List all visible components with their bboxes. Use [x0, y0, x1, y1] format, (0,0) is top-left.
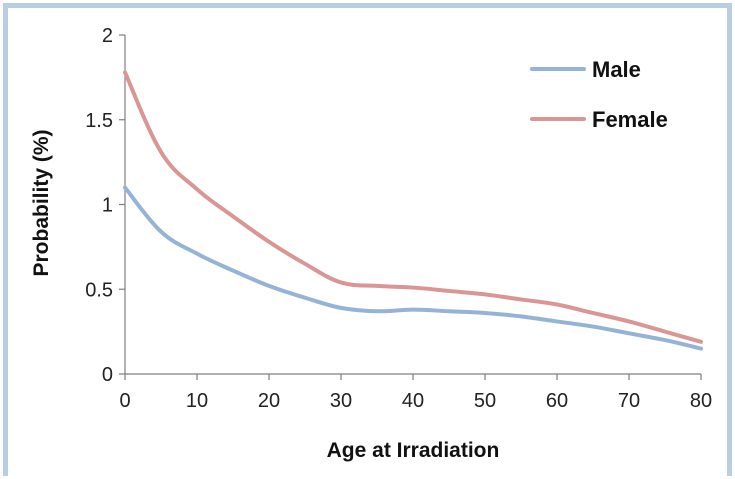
y-axis-title: Probability (%): [30, 129, 53, 276]
series-layer: [123, 70, 703, 351]
axes: 00.511.520 10 20 30 40 50 60 70 80: [85, 25, 712, 412]
x-tick-label: 60: [546, 390, 568, 412]
y-tick-label: 0: [102, 364, 113, 386]
y-tick-label: 1: [102, 195, 113, 217]
x-tick-label: 10: [186, 390, 208, 412]
x-axis-title: Age at Irradiation: [327, 439, 500, 462]
x-tick-label: 0: [119, 390, 130, 412]
series-line-male: [123, 185, 703, 351]
y-tick-label: 0.5: [85, 279, 113, 301]
series-line-female: [123, 70, 703, 344]
x-tick-label: 40: [402, 390, 424, 412]
x-tick-label: 70: [618, 390, 640, 412]
legend-label-female: Female: [592, 107, 668, 132]
y-tick-label: 2: [102, 25, 113, 47]
y-tick-label: 1.5: [85, 110, 113, 132]
legend-label-male: Male: [592, 57, 641, 82]
plot-background: [8, 8, 727, 476]
x-tick-label: 20: [258, 390, 280, 412]
legend: Male Female: [530, 57, 668, 132]
x-tick-label: 30: [330, 390, 352, 412]
x-tick-label: 80: [690, 390, 712, 412]
x-tick-label: 50: [474, 390, 496, 412]
